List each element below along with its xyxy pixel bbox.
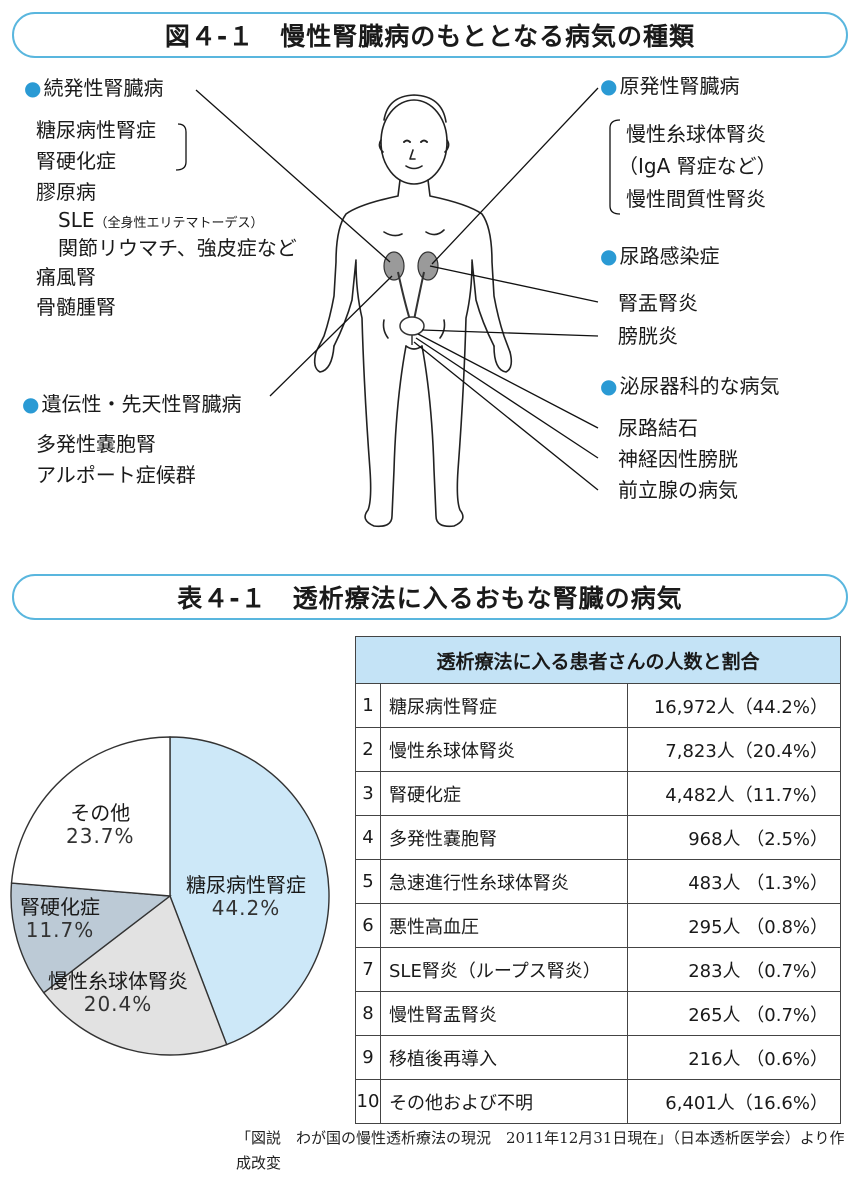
- rank-cell: 5: [355, 859, 381, 904]
- count-cell: 295人 （0.8%）: [627, 903, 841, 948]
- disease-cell: 急速進行性糸球体腎炎: [380, 859, 628, 904]
- count-cell: 968人 （2.5%）: [627, 815, 841, 860]
- bullet-dot-icon: ●: [600, 374, 618, 398]
- rank-cell: 10: [355, 1079, 381, 1124]
- secondary-item: 関節リウマチ、強皮症など: [58, 236, 297, 260]
- rank-cell: 7: [355, 947, 381, 992]
- sle-note: （全身性エリテマトーデス）: [94, 216, 264, 231]
- count-cell: 265人 （0.7%）: [627, 991, 841, 1036]
- table-row: 6 悪性高血圧 295人 （0.8%）: [355, 903, 841, 948]
- table-title: 表４-１ 透析療法に入るおもな腎臓の病気: [177, 584, 683, 613]
- count-cell: 283人 （0.7%）: [627, 947, 841, 992]
- secondary-item: 糖尿病性腎症: [36, 118, 156, 142]
- disease-cell: SLE腎炎（ループス腎炎）: [380, 947, 628, 992]
- table-title-bar: 表４-１ 透析療法に入るおもな腎臓の病気: [12, 574, 848, 620]
- rank-cell: 8: [355, 991, 381, 1036]
- primary-heading: ● 原発性腎臓病: [600, 74, 740, 98]
- secondary-item: 膠原病: [36, 180, 96, 204]
- bullet-dot-icon: ●: [600, 244, 618, 268]
- pie-slice-other: [10, 736, 171, 897]
- urologic-heading: ● 泌尿器科的な病気: [600, 374, 780, 398]
- pie-label-nephrosclerosis: 腎硬化症 11.7%: [20, 895, 100, 942]
- hereditary-item: アルポート症候群: [36, 463, 196, 487]
- table-row: 8 慢性腎盂腎炎 265人 （0.7%）: [355, 991, 841, 1036]
- secondary-item: 骨髄腫腎: [36, 295, 116, 319]
- bullet-dot-icon: ●: [22, 392, 40, 416]
- secondary-item-sle: SLE（全身性エリテマトーデス）: [58, 208, 264, 232]
- figure-title: 図４-１ 慢性腎臓病のもととなる病気の種類: [164, 22, 696, 51]
- count-cell: 4,482人（11.7%）: [627, 771, 841, 816]
- disease-cell: 移植後再導入: [380, 1035, 628, 1080]
- disease-cell: 糖尿病性腎症: [380, 683, 628, 728]
- rank-cell: 9: [355, 1035, 381, 1080]
- table-row: 3 腎硬化症 4,482人（11.7%）: [355, 771, 841, 816]
- dialysis-stats-table: 透析療法に入る患者さんの人数と割合 1 糖尿病性腎症 16,972人（44.2%） 2…: [355, 636, 841, 1124]
- count-cell: 7,823人（20.4%）: [627, 727, 841, 772]
- hereditary-heading: ● 遺伝性・先天性腎臓病: [22, 392, 242, 416]
- primary-item: 慢性間質性腎炎: [626, 187, 766, 211]
- disease-cell: 慢性糸球体腎炎: [380, 727, 628, 772]
- hereditary-item: 多発性嚢胞腎: [36, 432, 156, 456]
- count-cell: 483人 （1.3%）: [627, 859, 841, 904]
- table-row: 7 SLE腎炎（ループス腎炎） 283人 （0.7%）: [355, 947, 841, 992]
- count-cell: 16,972人（44.2%）: [627, 683, 841, 728]
- urologic-item: 前立腺の病気: [618, 478, 738, 502]
- primary-item: 慢性糸球体腎炎: [626, 122, 766, 146]
- bullet-dot-icon: ●: [600, 74, 618, 98]
- table-row: 4 多発性嚢胞腎 968人 （2.5%）: [355, 815, 841, 860]
- disease-cell: 多発性嚢胞腎: [380, 815, 628, 860]
- secondary-heading: ● 続発性腎臓病: [24, 76, 164, 100]
- secondary-item: 腎硬化症: [36, 149, 116, 173]
- uti-heading: ● 尿路感染症: [600, 244, 720, 268]
- pie-chart: [10, 736, 330, 1056]
- uti-item: 膀胱炎: [618, 324, 678, 348]
- pie-slice-nephrosclerosis: [10, 882, 172, 994]
- table-row: 5 急速進行性糸球体腎炎 483人 （1.3%）: [355, 859, 841, 904]
- bullet-dot-icon: ●: [24, 76, 42, 100]
- human-body-illustration: [175, 87, 621, 528]
- urologic-item: 尿路結石: [618, 416, 698, 440]
- rank-cell: 3: [355, 771, 381, 816]
- rank-cell: 4: [355, 815, 381, 860]
- table-row: 2 慢性糸球体腎炎 7,823人（20.4%）: [355, 727, 841, 772]
- source-note: 「図説 わが国の慢性透析療法の現況 2011年12月31日現在」（日本透析医学会…: [236, 1129, 845, 1172]
- count-cell: 216人 （0.6%）: [627, 1035, 841, 1080]
- rank-cell: 1: [355, 683, 381, 728]
- table-row: 1 糖尿病性腎症 16,972人（44.2%）: [355, 683, 841, 728]
- primary-item: （IgA 腎症など）: [618, 154, 777, 178]
- figure-title-bar: 図４-１ 慢性腎臓病のもととなる病気の種類: [12, 12, 848, 58]
- pie-slice-diabetes: [169, 736, 330, 1046]
- disease-cell: その他および不明: [380, 1079, 628, 1124]
- uti-item: 腎盂腎炎: [618, 291, 698, 315]
- pie-label-other: その他 23.7%: [66, 801, 135, 848]
- urologic-item: 神経因性膀胱: [618, 447, 738, 471]
- rank-cell: 6: [355, 903, 381, 948]
- pie-label-diabetes: 糖尿病性腎症 44.2%: [186, 873, 306, 920]
- disease-cell: 腎硬化症: [380, 771, 628, 816]
- pie-label-glomerulonephritis: 慢性糸球体腎炎 20.4%: [48, 969, 188, 1016]
- table-row: 10 その他および不明 6,401人（16.6%）: [355, 1079, 841, 1124]
- disease-cell: 悪性高血圧: [380, 903, 628, 948]
- pie-slice-glomerulonephritis: [42, 894, 228, 1056]
- table-header: 透析療法に入る患者さんの人数と割合: [355, 636, 841, 684]
- disease-cell: 慢性腎盂腎炎: [380, 991, 628, 1036]
- table-header-row: 透析療法に入る患者さんの人数と割合: [355, 636, 841, 684]
- rank-cell: 2: [355, 727, 381, 772]
- secondary-item: 痛風腎: [36, 265, 96, 289]
- count-cell: 6,401人（16.6%）: [627, 1079, 841, 1124]
- table-row: 9 移植後再導入 216人 （0.6%）: [355, 1035, 841, 1080]
